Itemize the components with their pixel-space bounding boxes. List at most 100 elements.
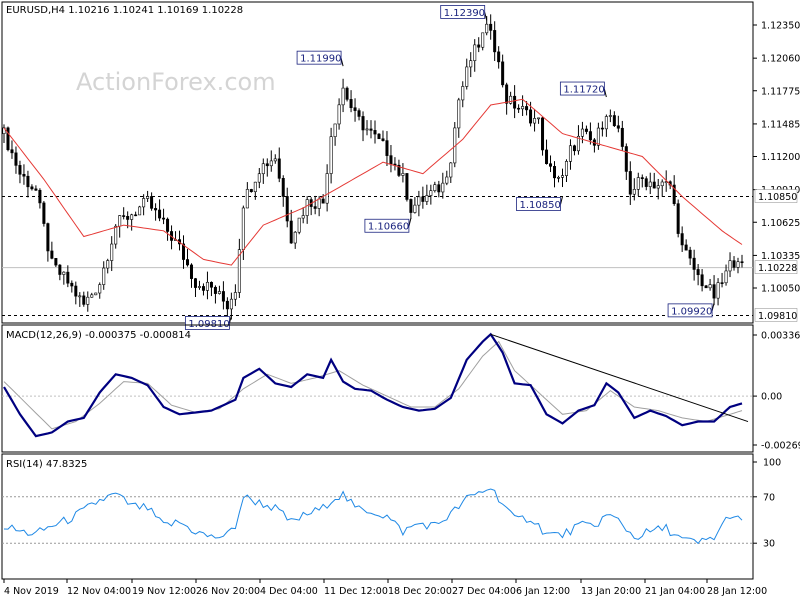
candle-body (66, 271, 70, 284)
x-tick-label: 12 Nov 04:00 (67, 586, 131, 597)
candle-body (281, 178, 285, 197)
candle-body (553, 166, 557, 179)
candle-body (560, 175, 564, 178)
candle-body (134, 214, 138, 217)
candle-body (357, 110, 361, 117)
candle-body (369, 128, 373, 131)
annotation-box (184, 316, 230, 330)
candle-body (509, 95, 513, 104)
candle-body (624, 146, 628, 172)
candle-body (580, 128, 584, 137)
candle-body (82, 295, 86, 305)
candle-body (42, 202, 46, 224)
candle-body (353, 107, 357, 111)
candle-body (249, 189, 253, 193)
annotation-label: 1.11720 (563, 85, 604, 96)
price-tick-label: 1.11485 (761, 119, 800, 130)
candle-body (58, 264, 62, 275)
x-tick-label: 26 Nov 20:00 (196, 586, 260, 597)
candle-body (513, 95, 517, 109)
annotation-box (559, 81, 605, 96)
candle-body (700, 274, 704, 287)
candle-body (501, 61, 505, 86)
candle-body (166, 218, 170, 232)
candle-body (273, 158, 277, 162)
candle-body (2, 127, 6, 134)
candle-body (497, 51, 501, 63)
annotation-label: 1.09810 (188, 319, 229, 330)
candle-body (525, 106, 529, 111)
candle-body (209, 281, 213, 288)
candle-body (445, 176, 449, 184)
candle-body (604, 116, 608, 130)
candle-body (261, 163, 265, 175)
candle-body (182, 243, 186, 260)
candle-body (449, 162, 453, 178)
candle-body (154, 208, 158, 211)
candle-body (716, 282, 720, 299)
candle-body (576, 135, 580, 152)
candle-body (720, 282, 724, 284)
x-tick-label: 18 Dec 20:00 (388, 586, 452, 597)
rsi-tick-label: 30 (763, 539, 775, 550)
price-tick-label: 1.11200 (761, 152, 800, 163)
candle-body (46, 223, 50, 252)
level-label-box (754, 189, 798, 203)
price-tick-label: 1.12060 (761, 54, 800, 65)
candle-body (405, 173, 409, 200)
candle-body (293, 231, 297, 244)
candle-body (122, 215, 126, 217)
macd-trendline (490, 333, 749, 423)
price-panel-frame (1, 1, 754, 324)
candle-body (361, 116, 365, 131)
candle-body (345, 87, 349, 100)
candle-body (333, 123, 337, 137)
candle-body (289, 220, 293, 244)
candle-body (680, 233, 684, 246)
candle-body (728, 260, 732, 272)
candle-body (26, 175, 30, 188)
candle-body (636, 177, 640, 190)
candle-body (138, 206, 142, 216)
rsi-tick-label: 70 (763, 492, 775, 503)
price-tick-label: 1.10625 (761, 218, 800, 229)
candle-body (130, 214, 134, 220)
annotation-box (364, 218, 410, 233)
candle-body (34, 188, 38, 191)
candle-body (14, 152, 18, 166)
candle-body (305, 199, 309, 216)
candle-body (529, 109, 533, 124)
candle-body (672, 184, 676, 204)
candle-body (94, 292, 98, 296)
candle-body (301, 215, 305, 219)
candle-body (708, 284, 712, 289)
candle-body (201, 286, 205, 291)
candle-body (241, 207, 245, 250)
candle-body (193, 278, 197, 288)
candle-body (62, 271, 66, 275)
candle-body (441, 182, 445, 193)
rsi-panel-frame (1, 453, 754, 580)
candle-body (397, 164, 401, 176)
candle-body (457, 99, 461, 129)
candle-body (373, 130, 377, 135)
candle-body (158, 209, 162, 219)
candle-body (417, 196, 421, 206)
candle-body (640, 177, 644, 179)
candle-body (437, 184, 441, 193)
candle-body (533, 118, 537, 124)
candle-body (22, 173, 26, 177)
annotation-box (516, 197, 561, 211)
candle-body (652, 181, 656, 189)
macd-main-line (3, 332, 743, 438)
candle-body (465, 66, 469, 87)
candle-body (233, 292, 237, 300)
candle-body (688, 249, 692, 259)
candle-body (421, 196, 425, 202)
candle-body (325, 173, 329, 204)
candle-body (660, 181, 664, 187)
candle-body (596, 127, 600, 146)
candle-body (313, 206, 317, 209)
candle-body (98, 284, 102, 294)
candle-body (285, 196, 289, 222)
